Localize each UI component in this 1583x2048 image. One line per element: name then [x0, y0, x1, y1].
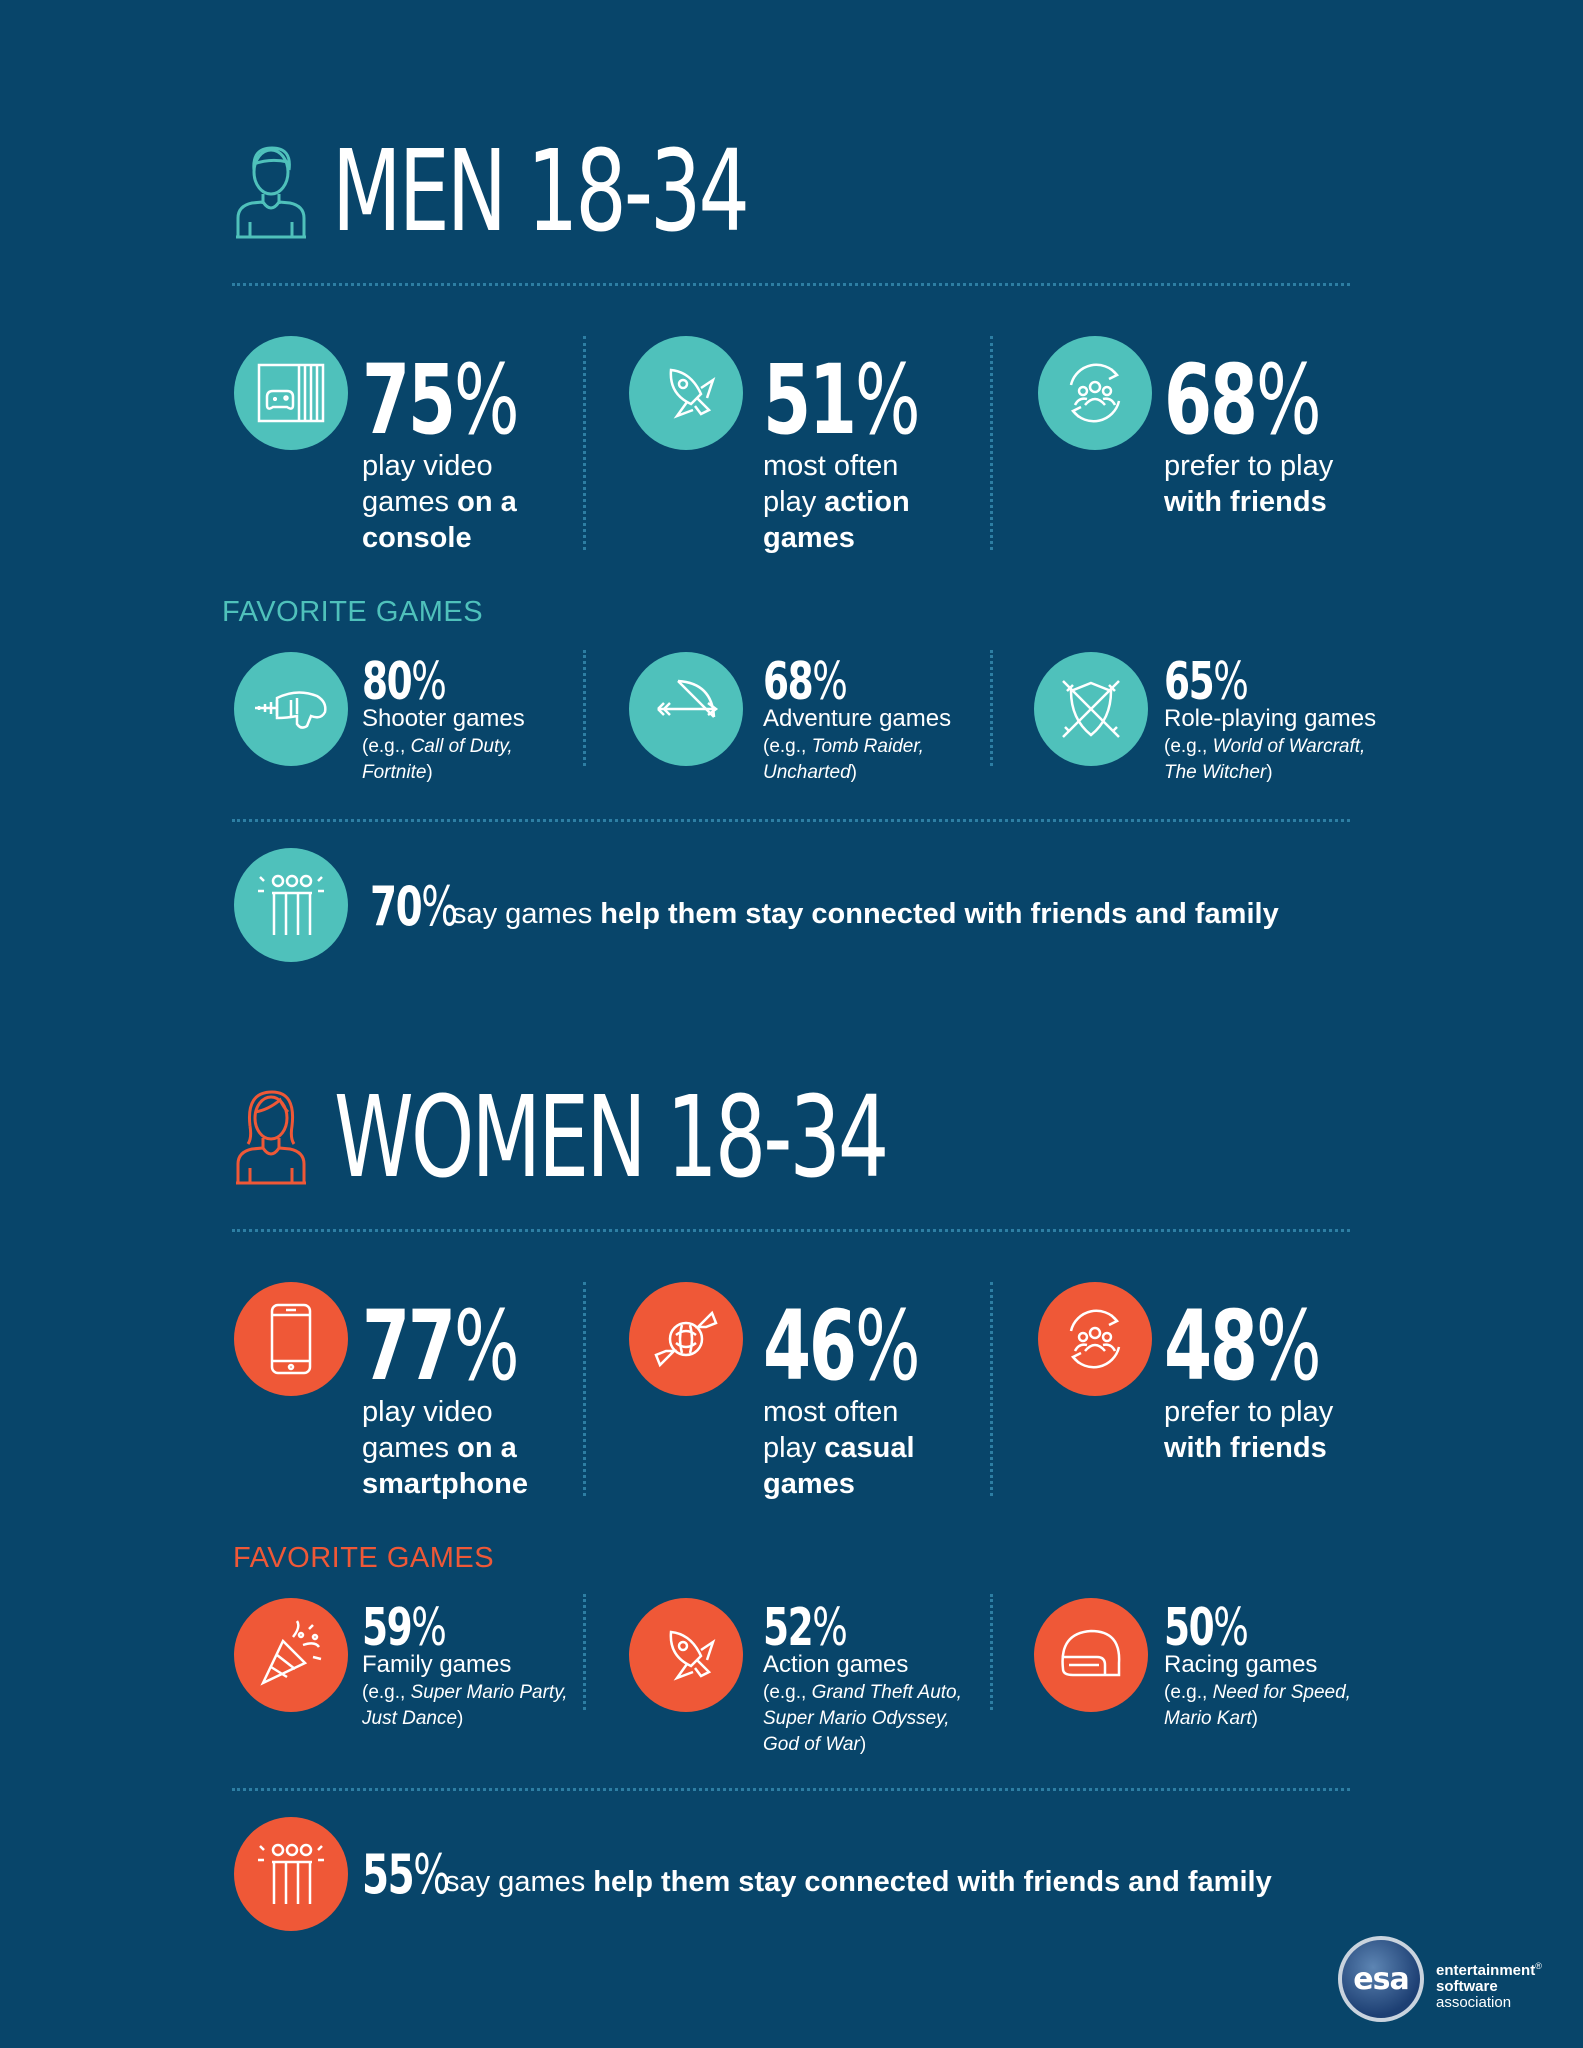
favorite-games-heading: FAVORITE GAMES [233, 1542, 495, 1574]
bow-arrow-icon [629, 652, 743, 766]
rocket-icon [629, 1598, 743, 1712]
favorite-examples: (e.g., Call of Duty, Fortnite) [362, 736, 513, 783]
stat-description: most often play action games [763, 450, 910, 554]
favorite-value: 65% [1164, 652, 1249, 712]
divider [990, 650, 993, 766]
favorite-value: 68% [763, 652, 848, 712]
stat-description: play video games on a smartphone [362, 1396, 528, 1500]
woman-avatar-icon [236, 1090, 306, 1185]
stat-value: 46% [763, 1290, 921, 1402]
divider [232, 819, 1350, 822]
favorite-examples: (e.g., Need for Speed, Mario Kart) [1164, 1682, 1351, 1729]
stat-value: 68% [1164, 344, 1322, 456]
connected-value: 70% [370, 875, 459, 938]
esa-logo-badge: esa [1338, 1936, 1424, 2022]
favorite-label: Shooter games [362, 705, 525, 732]
favorite-label: Adventure games [763, 705, 952, 732]
stat-value: 48% [1164, 1290, 1322, 1402]
friends-icon [1038, 336, 1152, 450]
favorite-value: 50% [1164, 1598, 1249, 1658]
divider [990, 1282, 993, 1496]
stat-description: most often play casual games [763, 1396, 915, 1500]
stat-description: prefer to play with friends [1164, 450, 1334, 518]
divider [232, 1788, 1350, 1791]
favorite-value: 80% [362, 652, 447, 712]
rocket-icon [629, 336, 743, 450]
divider [232, 1229, 1350, 1232]
party-popper-icon [234, 1598, 348, 1712]
section-title: WOMEN 18-34 [334, 1073, 889, 1203]
favorite-value: 59% [362, 1598, 447, 1658]
helmet-icon [1034, 1598, 1148, 1712]
smartphone-icon [234, 1282, 348, 1396]
favorite-label: Family games [362, 1651, 512, 1678]
esa-logo-text: entertainment® software association [1436, 1961, 1542, 2011]
favorite-label: Role-playing games [1164, 705, 1377, 732]
divider [990, 1594, 993, 1710]
favorite-examples: (e.g., Grand Theft Auto, Super Mario Ody… [763, 1682, 962, 1755]
blaster-icon [234, 652, 348, 766]
stat-description: prefer to play with friends [1164, 1396, 1334, 1464]
stat-description: play video games on a console [362, 450, 517, 554]
favorite-label: Action games [763, 1651, 909, 1678]
connected-text: say games help them stay connected with … [445, 1866, 1272, 1898]
divider [583, 336, 586, 550]
connected-text: say games help them stay connected with … [452, 898, 1279, 930]
candy-icon [629, 1282, 743, 1396]
favorite-value: 52% [763, 1598, 848, 1658]
family-icon [234, 1817, 348, 1931]
friends-icon [1038, 1282, 1152, 1396]
divider [583, 1282, 586, 1496]
favorite-examples: (e.g., World of Warcraft, The Witcher) [1164, 736, 1366, 783]
stat-value: 75% [362, 344, 520, 456]
favorite-examples: (e.g., Tomb Raider, Uncharted) [763, 736, 924, 783]
divider [583, 650, 586, 766]
favorite-games-heading: FAVORITE GAMES [222, 596, 484, 628]
divider [232, 283, 1350, 286]
favorite-examples: (e.g., Super Mario Party, Just Dance) [362, 1682, 568, 1729]
favorite-label: Racing games [1164, 1651, 1318, 1678]
section-title: MEN 18-34 [332, 127, 750, 257]
console-icon [234, 336, 348, 450]
stat-value: 77% [362, 1290, 520, 1402]
connected-value: 55% [362, 1843, 451, 1906]
divider [990, 336, 993, 550]
man-avatar-icon [236, 146, 306, 239]
divider [583, 1594, 586, 1710]
shield-swords-icon [1034, 652, 1148, 766]
stat-value: 51% [763, 344, 921, 456]
family-icon [234, 848, 348, 962]
